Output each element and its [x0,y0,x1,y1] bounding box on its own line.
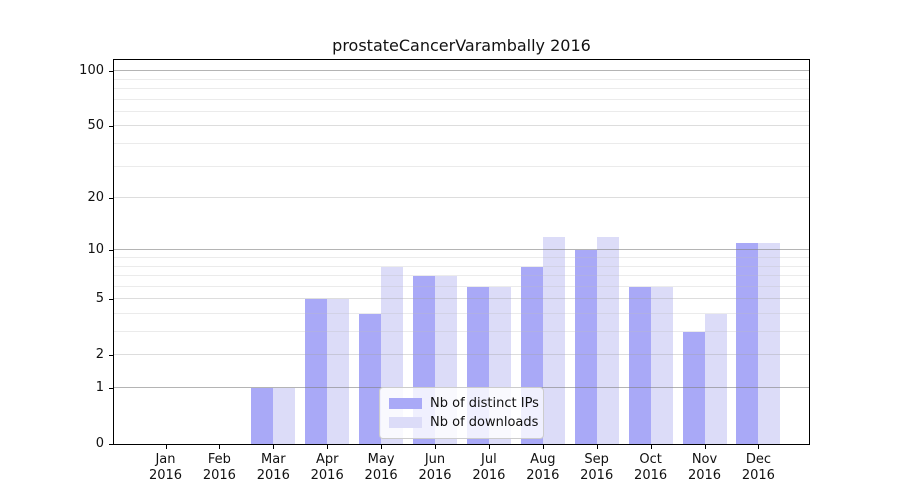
gridline-100 [114,70,809,72]
x-tick-label-dec: Dec 2016 [741,452,775,483]
y-tick-label-50: 50 [87,118,104,134]
x-tick-label-mar: Mar 2016 [256,452,290,483]
x-tick-label-nov: Nov 2016 [687,452,722,483]
x-tick-label-apr: Apr 2016 [310,452,344,483]
y-tick-2 [109,355,114,357]
x-tick-jun [435,444,436,449]
bar-downloads-apr [327,299,350,444]
legend-item-downloads: Nb of downloads [389,415,543,430]
x-tick-label-jan: Jan 2016 [148,452,183,483]
x-tick-oct [650,444,652,449]
legend-swatch-distinct-ips [389,398,422,409]
y-tick-10 [109,250,114,252]
legend-swatch-downloads [389,417,422,428]
y-tick-label-5: 5 [95,291,104,307]
x-tick-label-sep: Sep 2016 [580,452,614,483]
bar-downloads-dec [758,243,781,444]
bar-distinct-ips-mar [251,388,274,444]
legend-label-distinct-ips: Nb of distinct IPs [430,396,539,411]
bar-distinct-ips-may [359,314,382,444]
x-tick-label-aug: Aug 2016 [526,452,560,483]
bar-distinct-ips-sep [574,250,597,444]
gridline-60 [114,110,809,112]
x-tick-label-jul: Jul 2016 [472,452,506,483]
gridline-80 [114,88,809,89]
bar-downloads-nov [704,314,727,444]
gridline-40 [114,143,809,144]
y-tick-0 [109,444,114,445]
x-tick-jul [488,444,490,449]
gridline-20 [114,197,809,199]
x-tick-dec [758,444,760,449]
legend: Nb of distinct IPs Nb of downloads [379,387,544,439]
bar-distinct-ips-oct [628,286,651,444]
gridline-70 [114,98,809,100]
y-tick-1 [109,388,114,389]
gridline-30 [114,165,809,167]
x-tick-sep [596,444,598,449]
bar-downloads-oct [650,286,673,444]
y-tick-label-20: 20 [87,190,104,206]
legend-label-downloads: Nb of downloads [430,415,539,430]
gridline-5 [114,298,809,300]
bar-downloads-mar [273,388,296,444]
x-tick-mar [273,444,275,449]
x-tick-apr [327,444,329,449]
x-tick-label-may: May 2016 [364,452,398,483]
legend-item-distinct-ips: Nb of distinct IPs [389,396,543,411]
y-tick-label-100: 100 [79,63,104,79]
x-tick-jan [165,444,167,449]
gridline-10 [114,249,809,251]
y-tick-50 [109,126,114,128]
y-tick-label-10: 10 [87,242,104,258]
x-tick-feb [219,444,221,449]
bar-distinct-ips-dec [736,243,759,444]
x-tick-label-oct: Oct 2016 [634,452,668,483]
gridline-90 [114,78,809,80]
bar-downloads-aug [542,236,565,444]
y-tick-label-2: 2 [95,347,104,363]
bar-downloads-sep [596,236,619,444]
gridline-6 [114,285,809,287]
gridline-9 [114,257,809,258]
x-tick-label-jun: Jun 2016 [418,452,452,483]
gridline-8 [114,265,809,267]
gridline-50 [114,125,809,127]
x-tick-aug [542,444,544,449]
x-tick-nov [704,444,706,449]
x-tick-may [381,444,383,449]
y-tick-20 [109,198,114,200]
gridline-7 [114,275,809,276]
y-tick-label-0: 0 [95,436,104,451]
chart-title: prostateCancerVarambally 2016 [332,36,591,55]
y-tick-100 [109,71,114,73]
bar-distinct-ips-nov [682,332,705,444]
x-tick-label-feb: Feb 2016 [202,452,236,483]
bar-distinct-ips-apr [305,299,328,444]
y-tick-5 [109,299,114,301]
y-tick-label-1: 1 [95,380,104,395]
